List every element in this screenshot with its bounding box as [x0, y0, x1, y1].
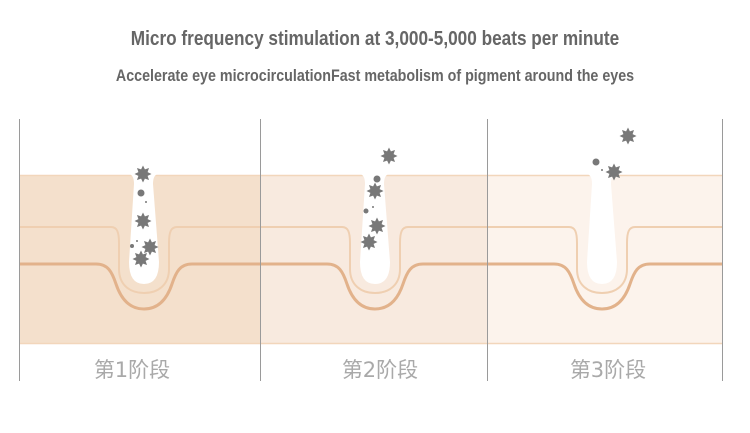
- deep-layer-line: [19, 262, 260, 311]
- pigment-dot-icon: [601, 169, 603, 171]
- stage-2-label: 第2阶段: [341, 358, 419, 382]
- pigment-star-icon: [134, 165, 152, 183]
- pigment-star-icon: [141, 238, 159, 256]
- inner-layer-line: [260, 226, 487, 295]
- stage-1-label: 第1阶段: [93, 358, 171, 382]
- pigment-star-icon: [132, 250, 150, 268]
- stage-3-label: 第3阶段: [569, 358, 647, 382]
- pore-stage-3: [587, 174, 617, 284]
- deep-layer-line: [260, 262, 487, 311]
- pigment-dot-icon: [373, 175, 381, 183]
- page-subtitle: Accelerate eye microcirculationFast meta…: [115, 66, 635, 85]
- inner-layer-line: [19, 226, 260, 295]
- pigment-star-icon: [619, 127, 637, 145]
- pigment-dot-icon: [592, 158, 600, 166]
- pigment-dot-icon: [145, 201, 147, 203]
- page-title: Micro frequency stimulation at 3,000-5,0…: [130, 28, 620, 50]
- inner-layer-line: [487, 226, 722, 295]
- pigment-dot-icon: [363, 208, 369, 214]
- pigment-star-icon: [380, 147, 398, 165]
- pigment-star-icon: [360, 233, 378, 251]
- pigment-dot-icon: [372, 206, 374, 208]
- deep-layer-line: [487, 262, 722, 311]
- pigment-star-icon: [366, 182, 384, 200]
- pigment-dot-icon: [137, 189, 145, 197]
- pigment-dot-icon: [136, 240, 138, 242]
- pigment-dot-icon: [130, 244, 134, 248]
- pigment-star-icon: [368, 217, 386, 235]
- pigment-star-icon: [605, 163, 623, 181]
- pigment-star-icon: [134, 212, 152, 230]
